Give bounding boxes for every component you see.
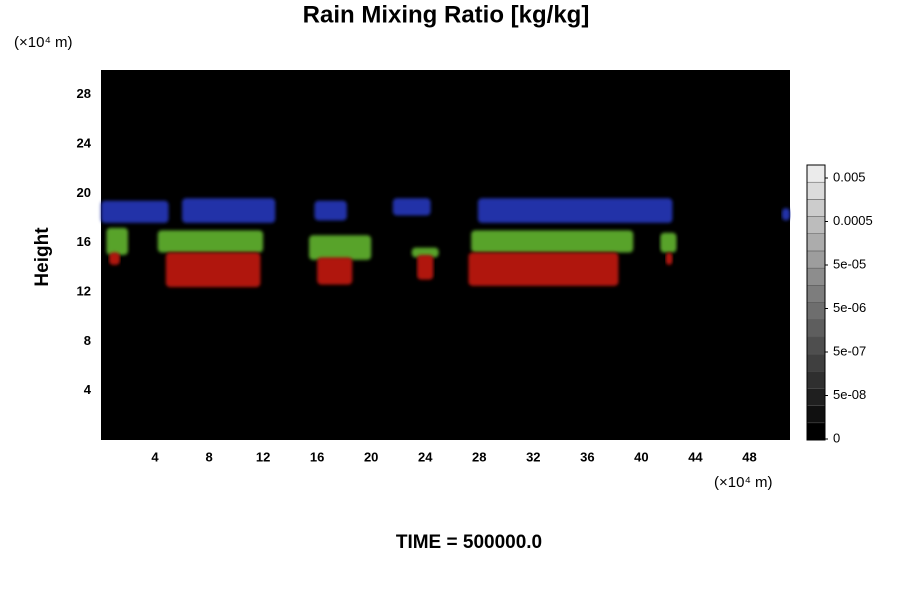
field-region bbox=[477, 198, 673, 223]
x-tick-label: 20 bbox=[364, 449, 378, 464]
colorbar-band bbox=[806, 267, 826, 286]
colorbar-band bbox=[806, 371, 826, 389]
colorbar-tick-label: 0 bbox=[833, 430, 840, 445]
colorbar-band bbox=[806, 285, 826, 303]
y-axis-label: Height bbox=[32, 227, 53, 287]
field-region bbox=[314, 200, 347, 221]
x-tick-label: 28 bbox=[472, 449, 486, 464]
field-region bbox=[471, 230, 634, 253]
y-tick-label: 4 bbox=[84, 382, 92, 397]
colorbar-tick-label: 5e-07 bbox=[833, 343, 866, 358]
colorbar-band bbox=[806, 250, 826, 269]
field-region bbox=[157, 230, 264, 253]
y-tick-label: 8 bbox=[84, 333, 91, 348]
footer: TIME = 500000.0 bbox=[396, 532, 542, 553]
y-tick-label: 16 bbox=[77, 234, 91, 249]
x-tick-label: 24 bbox=[418, 449, 433, 464]
colorbar-tick-label: 0.005 bbox=[833, 169, 866, 184]
colorbar-band bbox=[806, 181, 826, 200]
x-tick-label: 40 bbox=[634, 449, 648, 464]
field-region bbox=[106, 227, 129, 255]
field-region bbox=[781, 208, 790, 221]
colorbar-band bbox=[806, 353, 826, 372]
colorbar-band bbox=[806, 302, 826, 320]
x-tick-label: 16 bbox=[310, 449, 324, 464]
y-tick-label: 12 bbox=[77, 283, 91, 298]
field-region bbox=[417, 255, 434, 280]
x-tick-label: 4 bbox=[151, 449, 159, 464]
y-tick-label: 20 bbox=[77, 185, 91, 200]
y-tick-label: 24 bbox=[77, 135, 92, 150]
y-unit: (×10⁴ m) bbox=[14, 34, 73, 51]
y-tick-label: 28 bbox=[77, 86, 91, 101]
x-tick-label: 44 bbox=[688, 449, 703, 464]
field-region bbox=[182, 198, 276, 223]
field-region bbox=[101, 200, 169, 223]
chart-title: Rain Mixing Ratio [kg/kg] bbox=[303, 1, 590, 28]
colorbar-band bbox=[806, 422, 826, 441]
colorbar-band bbox=[806, 405, 826, 424]
x-tick-label: 12 bbox=[256, 449, 270, 464]
colorbar-tick-label: 5e-06 bbox=[833, 300, 866, 315]
colorbar-band bbox=[806, 319, 826, 338]
colorbar-band bbox=[806, 388, 826, 406]
x-tick-label: 36 bbox=[580, 449, 594, 464]
field-region bbox=[109, 252, 120, 265]
field-region bbox=[468, 252, 619, 286]
field-region bbox=[309, 235, 372, 260]
colorbar-band bbox=[806, 164, 826, 183]
colorbar-frame bbox=[806, 164, 826, 441]
x-unit: (×10⁴ m) bbox=[714, 474, 773, 491]
colorbar-band bbox=[806, 336, 826, 355]
field-region bbox=[665, 252, 673, 265]
colorbar-band bbox=[806, 199, 826, 217]
colorbar-band bbox=[806, 233, 826, 252]
colorbar-tick-label: 0.0005 bbox=[833, 213, 873, 228]
colorbar-tick-label: 5e-08 bbox=[833, 387, 866, 402]
field-region bbox=[392, 198, 431, 216]
x-tick-label: 8 bbox=[205, 449, 212, 464]
x-tick-label: 32 bbox=[526, 449, 540, 464]
x-tick-label: 48 bbox=[742, 449, 756, 464]
colorbar-band bbox=[806, 216, 826, 234]
colorbar-tick-label: 5e-05 bbox=[833, 256, 866, 271]
field-region bbox=[660, 232, 677, 253]
field-region bbox=[165, 252, 261, 288]
field-region bbox=[411, 247, 439, 258]
field-region bbox=[317, 257, 353, 285]
